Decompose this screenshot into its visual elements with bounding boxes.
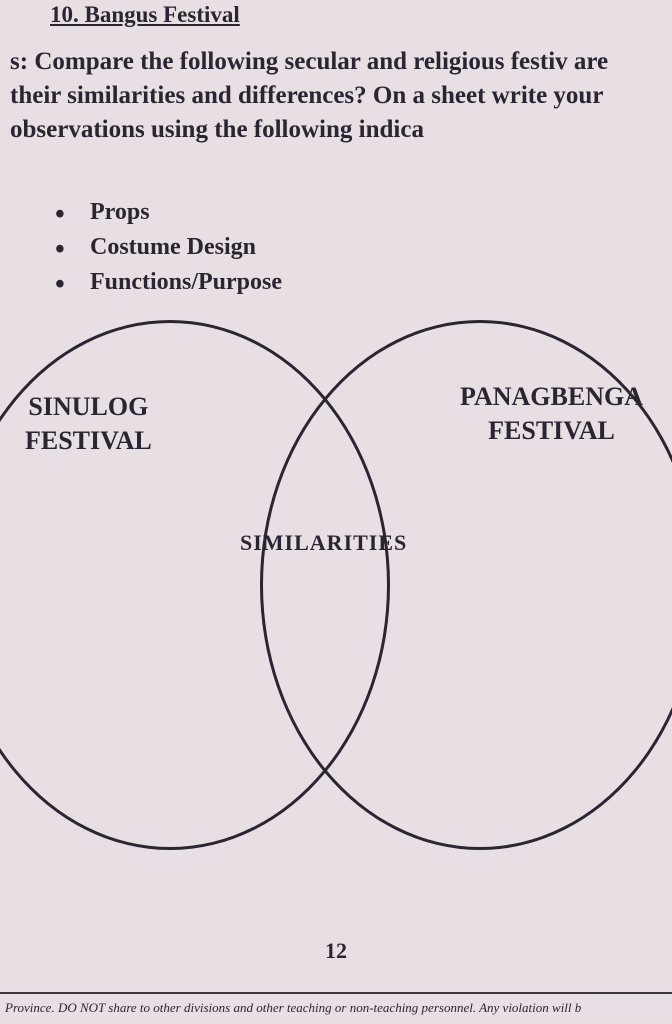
bullet-item-costume: Costume Design	[55, 230, 282, 265]
instruction-text: Compare the following secular and religi…	[10, 48, 608, 143]
question-number: 10. Bangus Festival	[50, 2, 240, 28]
right-label-line2: FESTIVAL	[488, 416, 615, 445]
footer-text: Province. DO NOT share to other division…	[0, 1000, 672, 1016]
instruction-prefix: s:	[10, 48, 28, 75]
venn-label-similarities: SIMILARITIES	[240, 530, 407, 556]
left-label-line1: SINULOG	[28, 392, 148, 421]
left-label-line2: FESTIVAL	[25, 426, 152, 455]
footer-divider	[0, 992, 672, 994]
right-label-line1: PANAGBENGA	[460, 382, 643, 411]
bullet-item-props: Props	[55, 195, 282, 230]
page-number: 12	[325, 938, 347, 964]
criteria-list: Props Costume Design Functions/Purpose	[55, 195, 282, 299]
worksheet-page: 10. Bangus Festival s: Compare the follo…	[0, 0, 672, 1024]
venn-label-sinulog: SINULOG FESTIVAL	[25, 390, 152, 458]
bullet-item-functions: Functions/Purpose	[55, 265, 282, 300]
instructions-block: s: Compare the following secular and rel…	[0, 45, 672, 146]
venn-diagram: SINULOG FESTIVAL PANAGBENGA FESTIVAL SIM…	[0, 320, 672, 920]
venn-label-panagbenga: PANAGBENGA FESTIVAL	[460, 380, 643, 448]
